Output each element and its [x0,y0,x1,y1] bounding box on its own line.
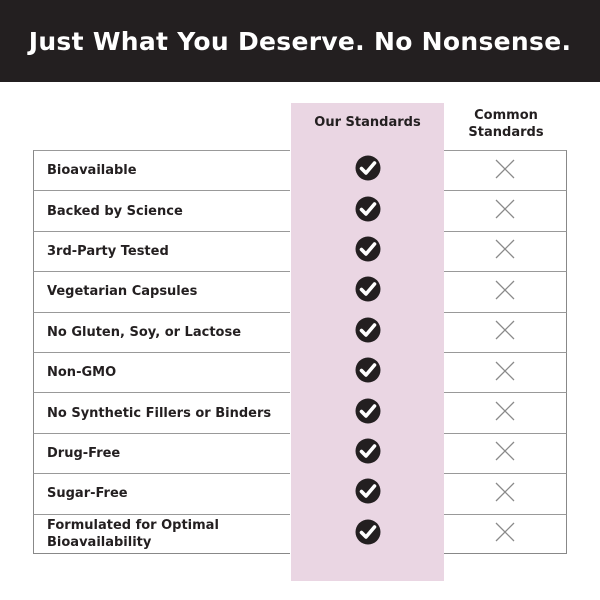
common-standards-cell [444,432,567,474]
x-icon [495,522,515,546]
feature-label: Drug-Free [33,432,290,474]
column-header-common-standards: Common Standards [468,108,544,140]
x-icon [495,361,515,385]
column-header-our-standards: Our Standards [314,115,421,130]
check-circle-icon [355,155,381,185]
x-icon [495,441,515,465]
check-circle-icon [355,398,381,428]
table-row: Sugar-Free [33,473,567,514]
feature-label: No Gluten, Soy, or Lactose [33,311,290,352]
feature-label: Bioavailable [33,150,290,191]
table-row: No Synthetic Fillers or Binders [33,392,567,433]
common-standards-cell [444,351,567,393]
x-icon [495,280,515,304]
x-icon [495,199,515,223]
common-standards-cell [444,230,567,272]
page-title: Just What You Deserve. No Nonsense. [28,26,572,56]
check-circle-icon [355,357,381,387]
check-circle-icon [355,236,381,266]
our-standards-cell [291,312,444,352]
feature-label: 3rd-Party Tested [33,230,290,272]
x-icon [495,401,515,425]
table-row: Drug-Free [33,432,567,474]
common-standards-cell [444,150,567,191]
feature-label: Vegetarian Capsules [33,271,290,312]
feature-label: Non-GMO [33,351,290,393]
our-standards-cell [291,433,444,473]
comparison-table: Bioavailable Backed by Science 3rd-Party T… [33,150,567,554]
table-row: No Gluten, Soy, or Lactose [33,311,567,352]
check-circle-icon [355,438,381,468]
table-row: 3rd-Party Tested [33,230,567,272]
x-icon [495,239,515,263]
check-circle-icon [355,196,381,226]
feature-label: Sugar-Free [33,473,290,514]
our-standards-cell [291,514,444,554]
common-standards-cell [444,271,567,312]
x-icon [495,482,515,506]
our-standards-cell [291,271,444,311]
check-circle-icon [355,478,381,508]
check-circle-icon [355,276,381,306]
x-icon [495,320,515,344]
our-standards-cell [291,190,444,230]
our-standards-cell [291,150,444,190]
our-standards-cell [291,392,444,432]
feature-label: Formulated for Optimal Bioavailability [33,513,290,554]
common-standards-cell [444,392,567,433]
table-row: Vegetarian Capsules [33,271,567,312]
our-standards-cell [291,231,444,271]
x-icon [495,159,515,183]
feature-label: No Synthetic Fillers or Binders [33,392,290,433]
table-row: Bioavailable [33,150,567,191]
table-row: Formulated for Optimal Bioavailability [33,513,567,554]
common-standards-cell [444,190,567,231]
header-banner: Just What You Deserve. No Nonsense. [0,0,600,82]
common-standards-cell [444,311,567,352]
feature-label: Backed by Science [33,190,290,231]
common-standards-cell [444,513,567,554]
our-standards-cell [291,352,444,392]
our-standards-cell [291,473,444,513]
check-circle-icon [355,317,381,347]
table-row: Non-GMO [33,351,567,393]
common-standards-cell [444,473,567,514]
check-circle-icon [355,519,381,549]
table-row: Backed by Science [33,190,567,231]
